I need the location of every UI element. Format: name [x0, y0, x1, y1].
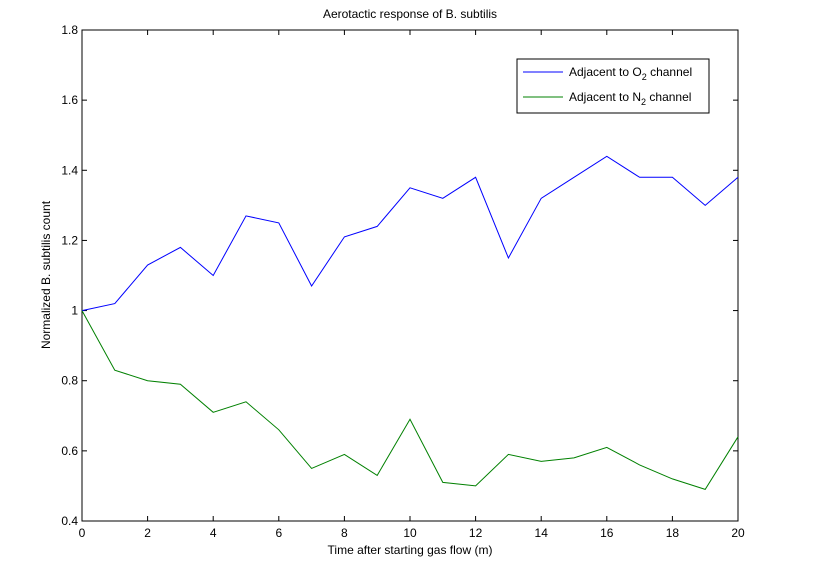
y-tick-label: 0.4 [61, 514, 78, 528]
chart-title: Aerotactic response of B. subtilis [323, 7, 497, 21]
y-tick-label: 1 [71, 304, 78, 318]
legend: Adjacent to O2 channel Adjacent to N2 cha… [516, 58, 710, 114]
y-tick-label: 1.6 [61, 93, 78, 107]
legend-entry-0: Adjacent to O2 channel [569, 65, 692, 82]
series-lines [81, 155, 739, 490]
series-line-0 [81, 155, 739, 312]
x-tick-label: 10 [403, 526, 417, 540]
y-tick-label: 1.4 [61, 163, 78, 177]
legend-entry-1: Adjacent to N2 channel [569, 90, 691, 107]
x-tick-label: 6 [275, 526, 282, 540]
x-tick-label: 0 [79, 526, 86, 540]
y-tick-label: 0.6 [61, 444, 78, 458]
x-tick-label: 16 [600, 526, 614, 540]
x-tick-label: 12 [469, 526, 483, 540]
y-tick-label: 1.2 [61, 233, 78, 247]
x-tick-label: 4 [210, 526, 217, 540]
x-tick-label: 2 [144, 526, 151, 540]
x-tick-label: 18 [666, 526, 680, 540]
axis-ticks: 0 2 4 6 8 10 12 14 16 18 20 0.4 0.6 0.8 1 1.2 1.4 1.6 1.8 [61, 23, 745, 540]
y-tick-label: 1.8 [61, 23, 78, 37]
x-tick-label: 20 [731, 526, 745, 540]
legend-box [516, 58, 710, 114]
series-line-1 [81, 310, 739, 490]
x-tick-label: 14 [535, 526, 549, 540]
x-tick-label: 8 [341, 526, 348, 540]
y-tick-label: 0.8 [61, 374, 78, 388]
x-axis-label: Time after starting gas flow (m) [328, 543, 493, 557]
y-axis-label: Normalized B. subtilis count [39, 200, 53, 349]
